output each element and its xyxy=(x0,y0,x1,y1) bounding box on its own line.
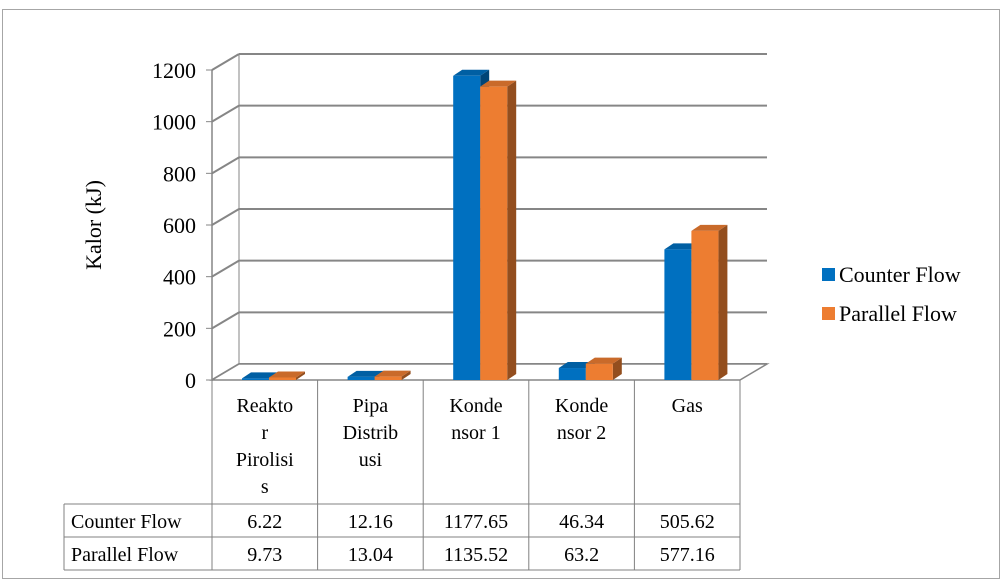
x-tick-label: Reakto xyxy=(236,395,293,417)
bar-top xyxy=(269,371,305,378)
bar xyxy=(691,230,719,380)
data-label: 46.34 xyxy=(559,511,604,533)
bar-side xyxy=(296,371,305,380)
bar-top xyxy=(453,69,490,76)
bar-top xyxy=(691,224,728,231)
data-label: 1177.65 xyxy=(444,511,508,533)
bar xyxy=(558,368,586,380)
x-tick-label: Gas xyxy=(672,395,703,417)
bar-top xyxy=(480,80,517,87)
bar xyxy=(374,376,402,380)
gridline-side xyxy=(211,259,240,278)
x-tick-label: r xyxy=(261,422,268,444)
bar-top xyxy=(374,370,411,377)
x-tick-label: usi xyxy=(359,449,383,471)
data-label: 505.62 xyxy=(660,511,715,533)
bar xyxy=(242,378,269,380)
data-label: 12.16 xyxy=(348,511,393,533)
gridline-side xyxy=(211,156,240,175)
x-tick-label: Pipa xyxy=(353,395,389,417)
y-tick-label: 0 xyxy=(185,368,196,393)
x-tick-label: Konde xyxy=(449,395,502,417)
x-tick-label: Pirolisi xyxy=(236,449,294,471)
bar xyxy=(453,75,481,381)
legend-swatch xyxy=(822,307,835,320)
bar xyxy=(664,249,692,380)
data-label: 13.04 xyxy=(348,544,393,566)
y-tick-label: 1000 xyxy=(152,110,196,135)
y-tick-label: 600 xyxy=(163,213,196,238)
bar xyxy=(585,363,613,380)
bar-side xyxy=(507,80,517,380)
bar-top xyxy=(347,370,384,377)
y-tick-label: 1200 xyxy=(152,58,196,83)
gridline-side xyxy=(211,208,240,226)
data-label: 577.16 xyxy=(660,544,715,566)
legend-label: Counter Flow xyxy=(839,262,961,287)
table-series-name: Counter Flow xyxy=(71,511,182,533)
x-tick-label: Distrib xyxy=(343,422,399,444)
bar xyxy=(269,377,296,380)
bar-top xyxy=(585,357,622,364)
bar-side xyxy=(612,357,622,380)
gridline-side xyxy=(211,53,240,71)
data-label: 63.2 xyxy=(564,544,599,566)
y-tick-label: 800 xyxy=(163,161,196,186)
gridline-side xyxy=(211,311,240,330)
data-label: 9.73 xyxy=(247,544,282,566)
y-tick-label: 200 xyxy=(163,316,196,341)
bar xyxy=(347,376,375,380)
gridline-side xyxy=(211,104,240,123)
x-tick-label: Konde xyxy=(555,395,608,417)
x-tick-label: nsor 2 xyxy=(557,422,606,444)
y-tick-label: 400 xyxy=(163,265,196,290)
legend-swatch xyxy=(822,268,835,281)
data-label: 6.22 xyxy=(247,511,282,533)
bar-top xyxy=(242,372,278,379)
y-axis-title: Kalor (kJ) xyxy=(81,180,106,270)
table-series-name: Parallel Flow xyxy=(71,544,179,566)
x-tick-label: nsor 1 xyxy=(451,422,500,444)
legend-label: Parallel Flow xyxy=(839,301,957,326)
bar-side xyxy=(718,224,728,380)
bar xyxy=(480,86,508,380)
bar-side xyxy=(401,370,411,380)
data-label: 1135.52 xyxy=(444,544,508,566)
x-tick-label: s xyxy=(261,476,269,498)
